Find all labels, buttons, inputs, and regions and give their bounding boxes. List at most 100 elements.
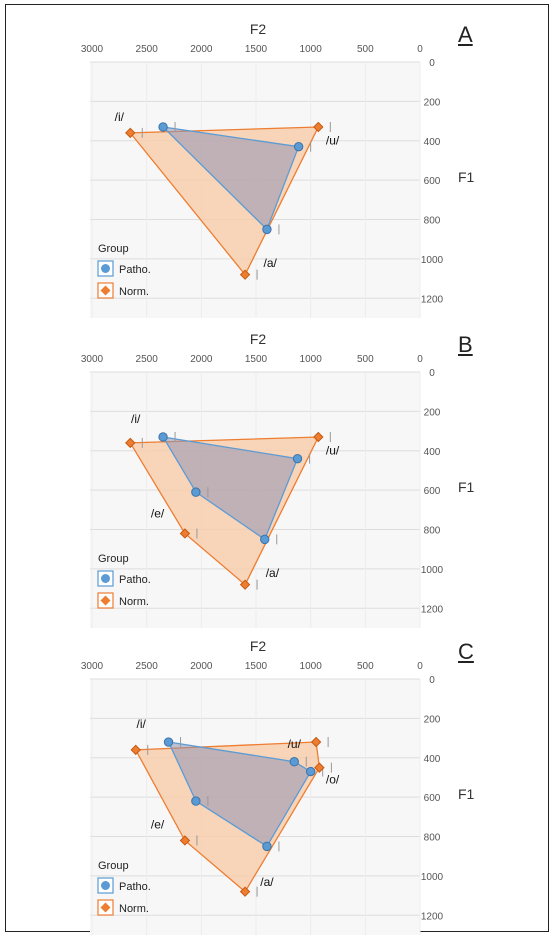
norm-point	[313, 121, 324, 133]
vowel-chart-c: F2 F1 3000 2500 2000 1500 1000 500 00 200 400 600 80…	[81, 638, 475, 935]
panel-a: A F2 F1 3000 2500 2000 1500 1000 500 0 0 200 400 600…	[60, 20, 480, 320]
y-axis-title: F1	[458, 169, 475, 185]
norm-point	[239, 886, 251, 897]
x-tick-label: 500	[357, 354, 374, 365]
x-tick-label: 500	[357, 661, 374, 672]
patho-point	[191, 487, 201, 497]
y-tick-label: 200	[424, 714, 441, 725]
norm-point	[239, 579, 251, 590]
y-tick-label: 200	[424, 97, 441, 108]
x-axis-title: F2	[250, 638, 267, 654]
vowel-label: /u/	[326, 134, 340, 148]
x-tick-label: 2500	[136, 44, 159, 55]
legend-label: Norm.	[119, 903, 149, 915]
x-tick-label: 2000	[190, 354, 213, 365]
x-tick-label: 0	[417, 354, 423, 365]
norm-point	[313, 431, 324, 443]
vowel-label: /i/	[131, 412, 141, 426]
patho-point	[262, 841, 272, 852]
legend-label: Patho.	[119, 574, 151, 586]
x-tick-label: 2500	[136, 661, 159, 672]
y-axis-title: F1	[458, 479, 475, 495]
x-tick-label: 1000	[300, 661, 323, 672]
y-tick-label: 400	[424, 754, 441, 765]
vowel-label: /e/	[151, 818, 165, 832]
patho-point	[292, 453, 303, 464]
vowel-label: /o/	[326, 772, 340, 786]
panel-b: B F2 F1 3000 2500 2000 1500 1000 500 0 0 200 400 600…	[60, 330, 480, 630]
x-tick-label: 2000	[190, 44, 213, 55]
y-tick-label: 600	[424, 793, 441, 804]
y-tick-label: 600	[424, 486, 441, 497]
norm-point	[130, 744, 141, 756]
patho-point	[305, 766, 316, 777]
y-tick-label: 400	[424, 447, 441, 458]
x-tick-label: 1000	[300, 354, 323, 365]
y-tick-label: 1200	[421, 604, 444, 615]
legend-norm-marker	[100, 285, 111, 296]
x-tick-label: 1000	[300, 44, 323, 55]
x-tick-label: 1500	[245, 44, 268, 55]
y-tick-label: 600	[424, 176, 441, 187]
legend-title: Group	[98, 243, 129, 255]
legend-title: Group	[98, 553, 129, 565]
y-tick-label: 800	[424, 526, 441, 537]
vowel-chart-b: F2 F1 3000 2500 2000 1500 1000 500 00 200 400 600 80…	[81, 331, 475, 628]
patho-point	[191, 796, 201, 806]
legend-norm-marker	[100, 902, 111, 913]
x-tick-label: 2500	[136, 354, 159, 365]
x-axis-title: F2	[250, 21, 267, 37]
x-tick-label: 0	[417, 661, 423, 672]
legend-label: Patho.	[119, 881, 151, 893]
panel-letter-b: B	[458, 332, 473, 357]
norm-point	[310, 736, 322, 748]
legend-title: Group	[98, 860, 129, 872]
panel-c: C F2 F1 3000 2500 2000 1500 1000 500 0 0 200 400 600…	[60, 637, 480, 937]
y-tick-label: 0	[429, 675, 435, 686]
patho-point	[289, 757, 299, 767]
norm-point	[179, 835, 191, 846]
y-tick-label: 1000	[421, 872, 444, 883]
vowel-label: /i/	[137, 717, 147, 731]
norm-point	[179, 528, 191, 539]
panel-letter-a: A	[458, 22, 473, 47]
vowel-label: /i/	[115, 110, 125, 124]
y-tick-label: 200	[424, 407, 441, 418]
legend-label: Norm.	[119, 286, 149, 298]
vowel-label: /a/	[266, 566, 280, 580]
x-tick-label: 1500	[245, 354, 268, 365]
x-tick-label: 2000	[190, 661, 213, 672]
y-tick-label: 0	[429, 58, 435, 69]
y-tick-label: 1000	[421, 565, 444, 576]
legend-patho-marker	[101, 574, 110, 583]
x-axis-title: F2	[250, 331, 267, 347]
patho-point	[158, 122, 168, 132]
vowel-label: /a/	[260, 875, 274, 889]
x-tick-label: 3000	[81, 44, 104, 55]
y-tick-label: 1200	[421, 911, 444, 922]
y-tick-label: 1000	[421, 255, 444, 266]
patho-point	[163, 737, 174, 747]
vowel-chart-a: F2 F1 3000 2500 2000 1500 1000 500 00 200 400 600 80…	[81, 21, 475, 318]
vowel-label: /u/	[288, 737, 302, 751]
y-axis-title: F1	[458, 786, 475, 802]
patho-point	[262, 224, 272, 235]
legend-patho-marker	[101, 881, 110, 890]
norm-point	[239, 269, 251, 280]
legend-patho-marker	[101, 264, 110, 273]
patho-point	[293, 141, 304, 152]
legend-label: Patho.	[119, 264, 151, 276]
y-tick-label: 400	[424, 137, 441, 148]
panel-letter-c: C	[458, 639, 474, 664]
y-tick-label: 800	[424, 216, 441, 227]
patho-point	[158, 432, 168, 442]
legend-label: Norm.	[119, 596, 149, 608]
x-tick-label: 3000	[81, 354, 104, 365]
legend-norm-marker	[100, 595, 111, 606]
x-tick-label: 3000	[81, 661, 104, 672]
x-tick-label: 1500	[245, 661, 268, 672]
patho-point	[260, 534, 270, 545]
y-tick-label: 1200	[421, 294, 444, 305]
y-tick-label: 0	[429, 368, 435, 379]
patho-vowel-polygon	[167, 741, 312, 848]
